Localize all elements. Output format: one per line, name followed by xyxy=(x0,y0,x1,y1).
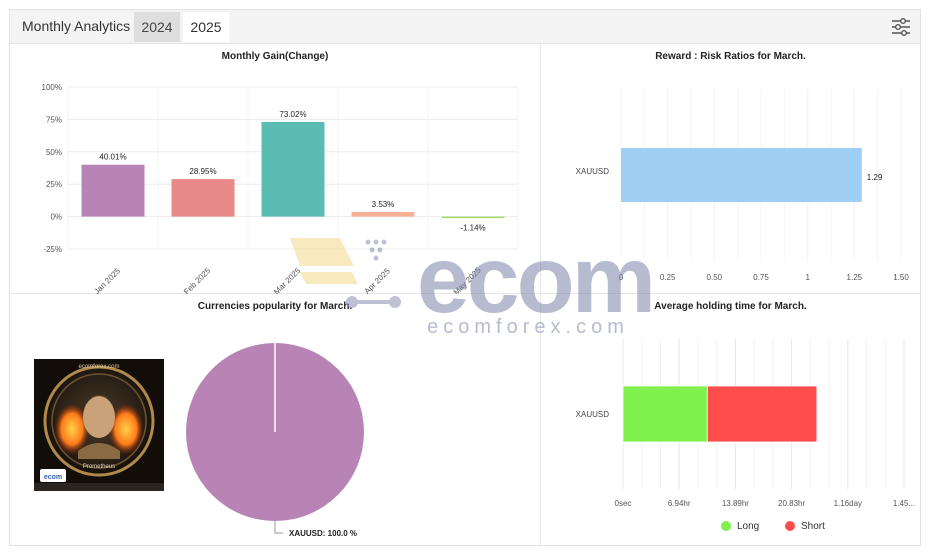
y-category-label: XAUUSD xyxy=(576,167,610,176)
gain-bar xyxy=(81,164,145,217)
gain-bar xyxy=(261,121,325,217)
y-category-label: XAUUSD xyxy=(576,410,610,419)
y-tick-label: 0% xyxy=(50,213,62,222)
holding-bar-short xyxy=(706,385,818,443)
monthly-gain-panel: Monthly Gain(Change) 100% 75% 50% 25% 0% -25%… xyxy=(10,44,541,294)
gain-value-label: 28.95% xyxy=(189,167,216,176)
x-tick-label: Apr 2025 xyxy=(363,266,393,294)
tab-2024[interactable]: 2024 xyxy=(134,12,180,42)
x-tick-label: Jan 2025 xyxy=(92,266,122,294)
coin-badge: ecom xyxy=(44,474,62,481)
x-tick-label: 1.25 xyxy=(847,273,863,282)
x-tick-label: 1.16day xyxy=(834,499,862,508)
x-tick-label: 1.50 xyxy=(893,273,909,282)
holding-time-panel: Average holding time for March. 0sec 6.94… xyxy=(541,294,920,545)
holding-time-chart: 0sec 6.94hr 13.89hr 20.83hr 1.16day 1.45... XA… xyxy=(576,339,915,532)
x-tick-label: Feb 2025 xyxy=(182,266,213,294)
monthly-gain-chart: 100% 75% 50% 25% 0% -25% 40.01% Jan 2025 28.95% F… xyxy=(42,83,519,294)
legend-marker-short xyxy=(785,521,795,531)
gain-value-label: -1.14% xyxy=(460,224,485,233)
x-tick-label: May 2025 xyxy=(452,265,484,294)
x-tick-label: 0.25 xyxy=(660,273,676,282)
reward-risk-value-label: 1.29 xyxy=(867,173,883,182)
reward-risk-bar xyxy=(621,148,862,202)
x-tick-label: 0 xyxy=(619,273,624,282)
coin-caption: Prometheus xyxy=(83,464,115,470)
x-tick-label: 20.83hr xyxy=(778,499,805,508)
pie-label-connector xyxy=(274,521,283,534)
x-tick-label: 0.75 xyxy=(753,273,769,282)
x-tick-label: 6.94hr xyxy=(668,499,691,508)
currency-popularity-title: Currencies popularity for March. xyxy=(197,301,353,312)
reward-risk-panel: Reward : Risk Ratios for March. 0 0.25 0.5… xyxy=(541,44,920,294)
holding-time-title: Average holding time for March. xyxy=(654,301,807,312)
gain-value-label: 3.53% xyxy=(372,200,395,209)
analytics-header: Monthly Analytics 2024 2025 xyxy=(10,10,920,44)
pie-data-label: XAUUSD: 100.0 % xyxy=(289,529,357,538)
coin-top-text: ecomforex.com xyxy=(78,364,119,370)
y-tick-label: 75% xyxy=(46,115,62,124)
y-tick-label: -25% xyxy=(43,245,62,254)
x-tick-label: 13.89hr xyxy=(722,499,749,508)
y-tick-label: 50% xyxy=(46,148,62,157)
holding-bar-long xyxy=(622,385,708,443)
coin-ad-image: ecomforex.com Prometheus ecom xyxy=(34,359,164,491)
tab-2025[interactable]: 2025 xyxy=(183,12,229,42)
gain-bar xyxy=(351,212,415,217)
currency-popularity-panel: Currencies popularity for March. XAUUSD:… xyxy=(10,294,541,545)
page-title: Monthly Analytics xyxy=(22,18,131,34)
settings-sliders-icon[interactable] xyxy=(890,16,912,38)
x-tick-label: 1.45... xyxy=(893,499,915,508)
x-tick-label: 0.50 xyxy=(707,273,723,282)
monthly-gain-title: Monthly Gain(Change) xyxy=(221,51,329,62)
currency-pie-chart: XAUUSD: 100.0 % xyxy=(186,343,364,538)
legend-label-short: Short xyxy=(801,521,825,532)
y-tick-label: 25% xyxy=(46,180,62,189)
gain-bar xyxy=(171,179,235,217)
legend-marker-long xyxy=(721,521,731,531)
x-tick-label: 1 xyxy=(805,273,810,282)
x-tick-label: 0sec xyxy=(615,499,632,508)
x-tick-label: Mar 2025 xyxy=(272,266,303,294)
gain-value-label: 40.01% xyxy=(99,153,126,162)
legend-label-long: Long xyxy=(737,521,759,532)
reward-risk-title: Reward : Risk Ratios for March. xyxy=(655,51,806,62)
gain-value-label: 73.02% xyxy=(279,110,306,119)
reward-risk-chart: 0 0.25 0.50 0.75 1 1.25 1.50 XAUUSD 1.29 xyxy=(576,89,909,282)
gain-bar xyxy=(441,216,505,219)
y-tick-label: 100% xyxy=(42,83,62,92)
